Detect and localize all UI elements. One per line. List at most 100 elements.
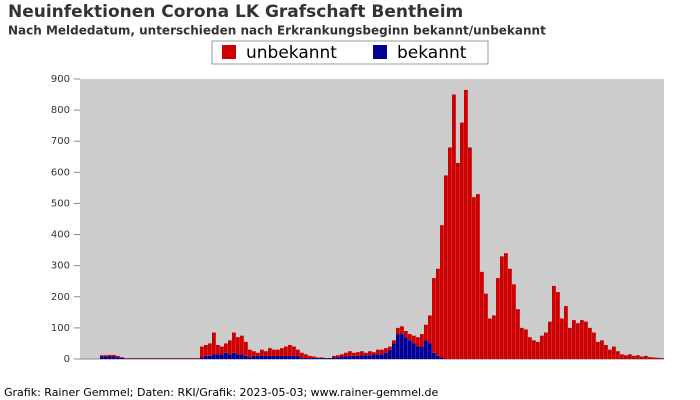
bar bbox=[132, 358, 136, 359]
bar bbox=[236, 337, 240, 355]
bar bbox=[492, 315, 496, 359]
bar bbox=[100, 356, 104, 359]
bar bbox=[108, 356, 112, 359]
bar bbox=[268, 348, 272, 356]
bar bbox=[312, 358, 316, 359]
bar bbox=[416, 346, 420, 359]
y-tick-label: 800 bbox=[51, 105, 70, 116]
bar bbox=[128, 358, 132, 359]
bar bbox=[160, 358, 164, 359]
bar bbox=[568, 327, 572, 359]
y-tick-label: 900 bbox=[51, 74, 70, 85]
bar bbox=[332, 357, 336, 359]
bar bbox=[248, 349, 252, 358]
bar bbox=[524, 329, 528, 359]
bar bbox=[292, 355, 296, 359]
bar bbox=[380, 349, 384, 355]
bar bbox=[240, 335, 244, 355]
bar bbox=[592, 332, 596, 359]
bar bbox=[392, 340, 396, 344]
plot-area bbox=[80, 79, 664, 359]
bar bbox=[120, 357, 124, 358]
bar bbox=[436, 268, 440, 356]
bar bbox=[228, 340, 232, 355]
bar bbox=[368, 351, 372, 356]
bar bbox=[348, 355, 352, 359]
bar bbox=[556, 292, 560, 359]
bar bbox=[408, 334, 412, 341]
bar bbox=[364, 352, 368, 356]
y-tick-label: 200 bbox=[51, 292, 70, 303]
bar bbox=[540, 335, 544, 359]
bar bbox=[336, 357, 340, 359]
bar bbox=[292, 346, 296, 356]
bar bbox=[268, 355, 272, 359]
bar bbox=[252, 355, 256, 359]
bar bbox=[424, 324, 428, 341]
bar bbox=[536, 341, 540, 359]
bar bbox=[404, 337, 408, 359]
y-tick-label: 700 bbox=[51, 136, 70, 147]
bar bbox=[300, 358, 304, 359]
bar bbox=[260, 349, 264, 356]
bar bbox=[220, 354, 224, 359]
bar bbox=[452, 94, 456, 360]
bar bbox=[180, 358, 184, 359]
bar bbox=[420, 346, 424, 359]
bar bbox=[348, 351, 352, 356]
bar bbox=[360, 355, 364, 359]
bar bbox=[376, 354, 380, 359]
bar bbox=[428, 315, 432, 344]
bar bbox=[296, 355, 300, 359]
bar bbox=[396, 334, 400, 359]
bar bbox=[596, 341, 600, 359]
bar bbox=[508, 268, 512, 359]
bar bbox=[100, 355, 104, 357]
legend-swatch bbox=[372, 45, 387, 59]
bar bbox=[484, 293, 488, 359]
bar bbox=[608, 349, 612, 359]
bar bbox=[436, 355, 440, 359]
bar bbox=[344, 356, 348, 359]
bar bbox=[244, 355, 248, 359]
bar bbox=[284, 346, 288, 356]
bar bbox=[564, 306, 568, 359]
bar bbox=[352, 355, 356, 359]
bar bbox=[232, 352, 236, 359]
bar bbox=[280, 348, 284, 356]
bar bbox=[480, 271, 484, 359]
bar bbox=[316, 357, 320, 359]
bar bbox=[140, 358, 144, 359]
bar bbox=[648, 357, 652, 359]
bar bbox=[528, 337, 532, 359]
bar bbox=[204, 345, 208, 356]
bar bbox=[116, 355, 120, 358]
bar bbox=[172, 358, 176, 359]
bar bbox=[136, 358, 140, 359]
y-tick-label: 300 bbox=[51, 261, 70, 272]
bar bbox=[456, 163, 460, 359]
bar bbox=[276, 349, 280, 356]
bar bbox=[236, 354, 240, 359]
bar bbox=[412, 335, 416, 344]
bar bbox=[264, 355, 268, 359]
bar bbox=[328, 358, 332, 359]
bar bbox=[640, 356, 644, 359]
bar bbox=[548, 321, 552, 359]
bar bbox=[312, 356, 316, 359]
bar bbox=[108, 354, 112, 357]
y-tick-label: 100 bbox=[51, 323, 70, 334]
bar bbox=[584, 321, 588, 359]
bar bbox=[240, 354, 244, 359]
footer: Grafik: Rainer Gemmel; Daten: RKI/Grafik… bbox=[4, 386, 438, 399]
bar bbox=[320, 357, 324, 359]
bar bbox=[184, 358, 188, 359]
legend-label: bekannt bbox=[397, 43, 467, 63]
bar bbox=[600, 340, 604, 359]
bar bbox=[252, 351, 256, 356]
bar bbox=[188, 358, 192, 359]
bar bbox=[396, 327, 400, 335]
bar bbox=[384, 352, 388, 359]
bar bbox=[156, 358, 160, 359]
bar bbox=[476, 194, 480, 359]
